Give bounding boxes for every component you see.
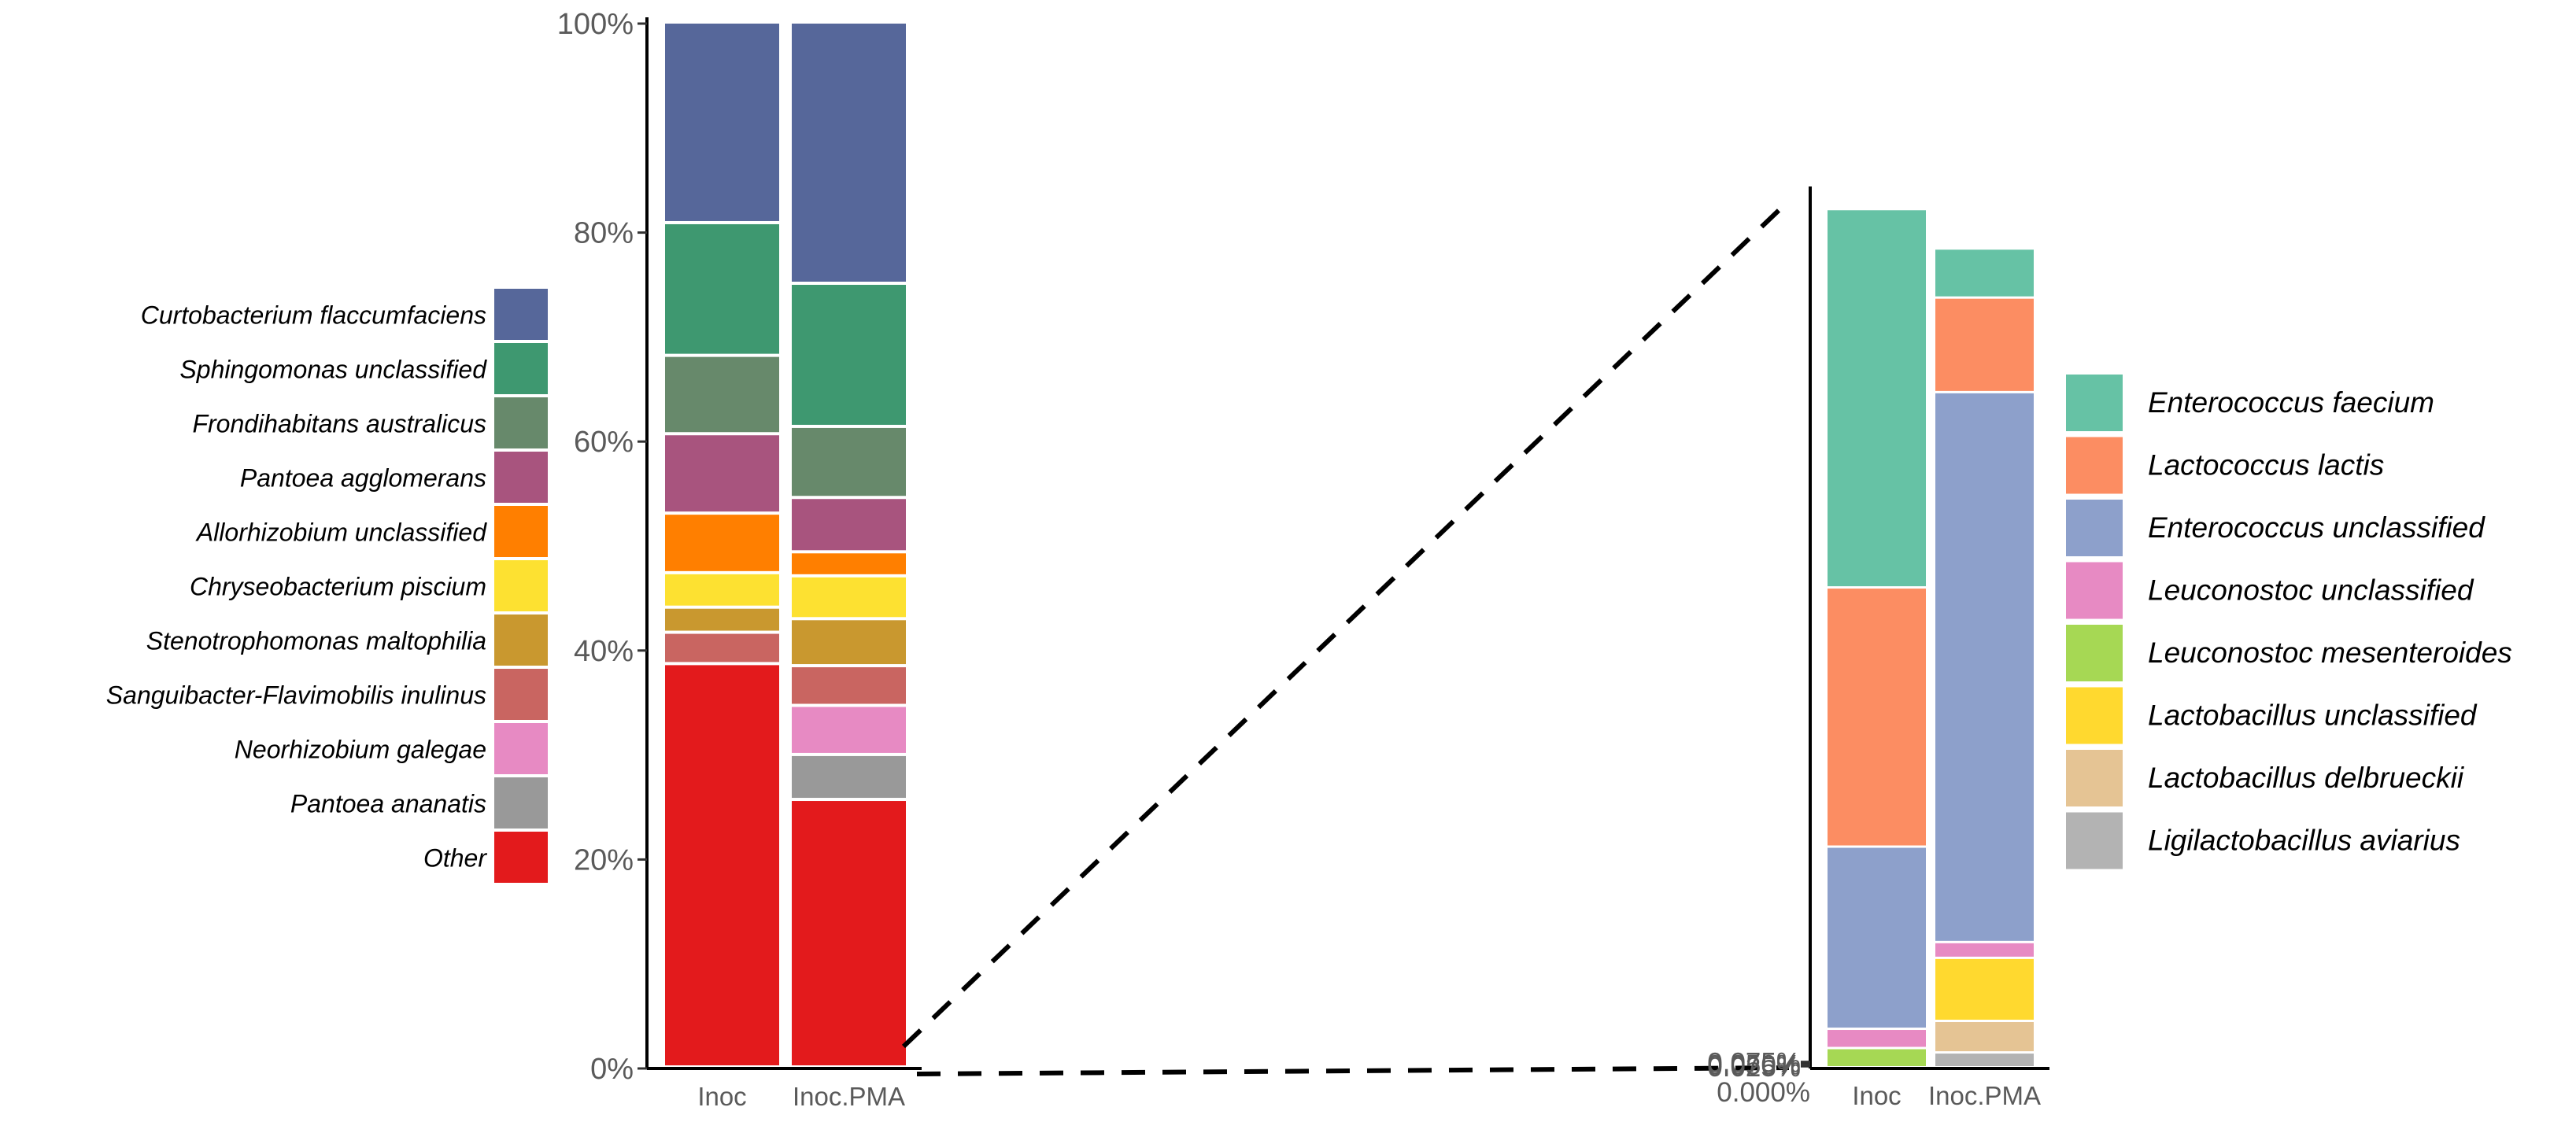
left-bar-inoc-pma-chryseobacterium-piscium (792, 577, 906, 618)
right-bar-inoc-pma-enterococcus-unclassified (1935, 393, 2034, 941)
right-bar-inoc-pma-leuconostoc-unclassified (1935, 943, 2034, 957)
right-bar-inoc-lactococcus-lactis (1828, 589, 1926, 846)
left-bar-inoc-frondihabitans-australicus (665, 356, 779, 433)
left-chart: Inoc Inoc.PMA 0% 20% 40% 60% 80% 100% Curtobacte… (106, 8, 922, 1111)
right-legend-swatch-lactobacillus-unclassified (2066, 687, 2123, 744)
left-legend-swatch-stenotrophomonas-maltophilia (494, 614, 548, 666)
left-x-tick-label: Inoc.PMA (793, 1082, 905, 1111)
left-legend-swatch-frondihabitans-australicus (494, 397, 548, 448)
right-legend-swatch-ligilactobacillus-aviarius (2066, 812, 2123, 869)
left-bar-inoc-pma-pantoea-ananatis (792, 755, 906, 799)
left-legend-swatch-pantoea-ananatis (494, 777, 548, 829)
left-legend-swatch-neorhizobium-galegae (494, 723, 548, 774)
left-y-tick-label: 20% (574, 843, 634, 877)
left-legend-swatch-chryseobacterium-piscium (494, 560, 548, 611)
right-bar-inoc-enterococcus-faecium (1828, 210, 1926, 587)
left-legend-swatch-sphingomonas-unclassified (494, 343, 548, 394)
left-y-tick-label: 100% (557, 8, 634, 41)
right-bar-inoc-pma-lactobacillus-delbrueckii (1935, 1022, 2034, 1052)
right-legend-swatch-enterococcus-unclassified (2066, 500, 2123, 556)
left-bar-inoc-pma-frondihabitans-australicus (792, 427, 906, 496)
left-bar-inoc-other (665, 665, 779, 1065)
left-bar-inoc-pma-sanguibacter-flavimobilis-inulinus (792, 667, 906, 704)
right-chart: Inoc Inoc.PMA 0.000%0.025%0.050%0.075% Ente… (1707, 186, 2512, 1110)
right-x-tick-label: Inoc.PMA (1928, 1081, 2041, 1110)
right-legend-label-enterococcus-unclassified: Enterococcus unclassified (2148, 511, 2485, 544)
right-bar-inoc-pma-lactobacillus-unclassified (1935, 958, 2034, 1020)
left-legend-label-other: Other (423, 844, 487, 873)
left-bar-inoc-pma-sphingomonas-unclassified (792, 285, 906, 425)
zoom-connector-lines (901, 198, 1791, 1076)
right-bar-inoc-pma-enterococcus-faecium (1935, 249, 2034, 297)
left-legend-label-frondihabitans-australicus: Frondihabitans australicus (192, 410, 486, 438)
right-y-tick-label: 0.050% (1707, 1050, 1801, 1080)
right-legend-swatch-lactobacillus-delbrueckii (2066, 750, 2123, 806)
left-bar-inoc-pma-curtobacterium-flaccumfaciens (792, 24, 906, 282)
left-legend-label-pantoea-ananatis: Pantoea ananatis (290, 790, 486, 818)
right-y-tick-label: 0.025% (1707, 1052, 1801, 1083)
left-x-tick-label: Inoc (697, 1082, 746, 1111)
zoom-line-upper (901, 198, 1791, 1049)
left-bar-inoc-curtobacterium-flaccumfaciens (665, 24, 779, 221)
left-bar-inoc-pma-allorhizobium-unclassified (792, 553, 906, 574)
left-legend-swatch-other (494, 832, 548, 883)
left-y-tick-label: 0% (590, 1053, 634, 1086)
left-legend-swatch-sanguibacter-flavimobilis-inulinus (494, 669, 548, 720)
right-legend-label-lactobacillus-delbrueckii: Lactobacillus delbrueckii (2148, 762, 2465, 794)
left-bar-inoc-allorhizobium-unclassified (665, 515, 779, 571)
left-bar-inoc-pma-pantoea-agglomerans (792, 499, 906, 551)
right-legend-swatch-leuconostoc-unclassified (2066, 562, 2123, 619)
right-bar-inoc-pma-lactococcus-lactis (1935, 298, 2034, 391)
left-legend-label-allorhizobium-unclassified: Allorhizobium unclassified (195, 519, 487, 547)
right-legend-label-leuconostoc-mesenteroides: Leuconostoc mesenteroides (2148, 637, 2512, 669)
left-y-tick-label: 40% (574, 635, 634, 668)
left-legend-swatch-curtobacterium-flaccumfaciens (494, 289, 548, 340)
right-x-tick-label: Inoc (1852, 1081, 1901, 1110)
left-bar-inoc-pma-other (792, 801, 906, 1065)
left-bar-inoc-pma-neorhizobium-galegae (792, 707, 906, 753)
left-legend-label-sphingomonas-unclassified: Sphingomonas unclassified (179, 356, 487, 384)
left-bar-inoc-sphingomonas-unclassified (665, 223, 779, 354)
left-bar-inoc-pma-stenotrophomonas-maltophilia (792, 620, 906, 665)
left-legend-label-sanguibacter-flavimobilis-inulinus: Sanguibacter-Flavimobilis inulinus (106, 681, 486, 710)
right-bar-inoc-enterococcus-unclassified (1828, 847, 1926, 1028)
left-legend-label-chryseobacterium-piscium: Chryseobacterium piscium (190, 573, 486, 601)
right-y-tick-label: 0.000% (1717, 1077, 1810, 1108)
left-legend-label-curtobacterium-flaccumfaciens: Curtobacterium flaccumfaciens (141, 301, 486, 330)
left-legend-swatch-pantoea-agglomerans (494, 452, 548, 503)
right-legend-label-lactococcus-lactis: Lactococcus lactis (2148, 449, 2384, 482)
left-y-tick-label: 80% (574, 217, 634, 250)
left-bar-inoc-chryseobacterium-piscium (665, 574, 779, 606)
left-legend-label-pantoea-agglomerans: Pantoea agglomerans (240, 464, 486, 493)
left-bar-inoc-sanguibacter-flavimobilis-inulinus (665, 633, 779, 662)
right-legend-swatch-lactococcus-lactis (2066, 437, 2123, 494)
right-legend-label-enterococcus-faecium: Enterococcus faecium (2148, 386, 2434, 419)
right-legend-label-leuconostoc-unclassified: Leuconostoc unclassified (2148, 574, 2474, 607)
right-legend-swatch-enterococcus-faecium (2066, 375, 2123, 431)
right-legend-label-ligilactobacillus-aviarius: Ligilactobacillus aviarius (2148, 825, 2460, 857)
left-bar-inoc-stenotrophomonas-maltophilia (665, 608, 779, 631)
left-legend-swatch-allorhizobium-unclassified (494, 506, 548, 557)
left-legend-label-stenotrophomonas-maltophilia: Stenotrophomonas maltophilia (146, 627, 486, 655)
right-bar-inoc-pma-ligilactobacillus-aviarius (1935, 1054, 2034, 1066)
right-legend-label-lactobacillus-unclassified: Lactobacillus unclassified (2148, 699, 2478, 732)
left-y-tick-label: 60% (574, 426, 634, 459)
right-bar-inoc-leuconostoc-unclassified (1828, 1030, 1926, 1047)
right-y-tick-label: 0.075% (1707, 1048, 1801, 1079)
right-legend-swatch-leuconostoc-mesenteroides (2066, 625, 2123, 681)
left-legend-label-neorhizobium-galegae: Neorhizobium galegae (235, 736, 486, 764)
right-bar-inoc-leuconostoc-mesenteroides (1828, 1049, 1926, 1066)
zoom-line-lower (916, 1065, 1790, 1076)
left-bar-inoc-pantoea-agglomerans (665, 435, 779, 512)
